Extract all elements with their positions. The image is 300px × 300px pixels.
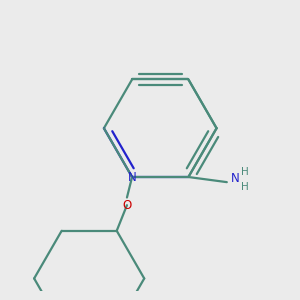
Text: O: O <box>122 199 132 212</box>
Text: N: N <box>231 172 239 185</box>
Text: H: H <box>241 167 249 177</box>
Text: N: N <box>128 170 136 184</box>
Text: H: H <box>241 182 249 192</box>
